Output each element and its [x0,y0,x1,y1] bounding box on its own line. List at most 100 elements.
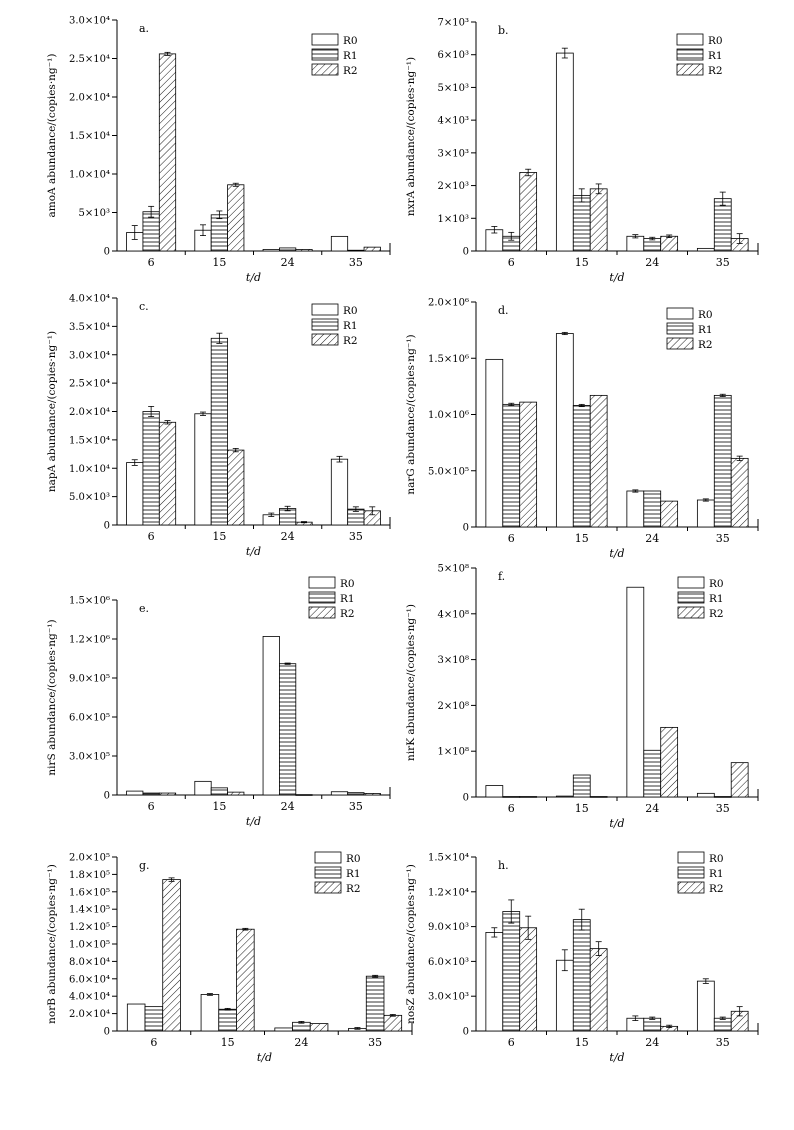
legend-label-r2: R2 [343,335,358,347]
x-tick-label: 15 [221,1036,235,1049]
x-tick-label: 6 [150,1036,157,1049]
y-tick-label: 4.0×10⁴ [69,294,110,305]
bar-r1 [210,214,228,252]
legend-label-r2: R2 [698,339,713,351]
y-tick-label: 3×10³ [438,148,469,159]
y-tick-label: 4×10³ [438,116,469,127]
bar-r2 [730,457,749,528]
legend-swatch-r2 [676,63,704,76]
legend-label-r0: R0 [343,35,358,47]
y-axis-title: narG abundance/(copies·ng⁻¹) [405,334,417,494]
legend-swatch-r2 [308,606,336,619]
bar-r1 [292,1021,311,1032]
x-tick-label: 24 [645,1036,659,1049]
x-axis-title: t/d [246,271,261,284]
legend-label-r0: R0 [709,853,724,865]
legend-label-r0: R0 [340,578,355,590]
y-tick-label: 5×10³ [438,83,469,94]
y-tick-label: 1.2×10⁵ [69,922,110,933]
bar-r0 [485,932,504,1032]
legend-label-r1: R1 [708,50,723,62]
y-axis-title: nirK abundance/(copies·ng⁻¹) [405,604,417,761]
legend-swatch-r2 [677,606,705,619]
bar-r1 [643,1017,662,1032]
y-tick-label: 6.0×10⁴ [69,974,110,985]
legend-label-r2: R2 [340,608,355,620]
x-axis-title: t/d [609,817,624,830]
bar-r0 [696,980,715,1032]
y-tick-label: 0 [463,1027,469,1038]
legend-label-r2: R2 [708,65,723,77]
bar-r2 [589,188,608,252]
bar-r2 [589,948,608,1032]
legend-label-r2: R2 [709,883,724,895]
panel-label: g. [139,859,150,872]
y-tick-label: 2.0×10⁵ [69,853,110,864]
bar-r2 [519,401,538,528]
legend-swatch-r0 [311,33,339,46]
bar-r1 [502,911,521,1032]
bar-r0 [555,52,574,252]
x-tick-label: 35 [349,530,363,543]
legend-swatch-r0 [311,303,339,316]
bar-r1 [572,919,591,1032]
bar-r0 [626,490,645,528]
y-tick-label: 1.2×10⁴ [428,887,469,898]
bar-r0 [262,249,280,252]
x-tick-label: 15 [212,530,226,543]
x-axis-title: t/d [609,271,624,284]
legend-swatch-r0 [677,576,705,589]
x-tick-label: 24 [645,802,659,815]
bar-r2 [660,726,679,798]
legend-swatch-r2 [311,333,339,346]
y-tick-label: 4×10⁸ [438,609,469,620]
bar-r2 [383,1014,403,1032]
x-tick-label: 24 [281,530,295,543]
bar-r2 [519,927,538,1032]
y-tick-label: 1.5×10⁶ [69,596,110,607]
x-tick-label: 15 [212,800,226,813]
y-axis-title: norB abundance/(copies·ng⁻¹) [46,864,58,1024]
y-tick-label: 8.0×10⁴ [69,957,110,968]
x-tick-label: 15 [212,256,226,269]
y-tick-label: 2.5×10⁴ [69,379,110,390]
y-tick-label: 0 [463,523,469,534]
legend-label-r0: R0 [708,35,723,47]
x-axis-title: t/d [246,815,261,828]
bar-r1 [643,238,662,252]
legend-label-r0: R0 [343,305,358,317]
bar-r1 [643,490,662,528]
legend-swatch-r0 [314,851,342,864]
legend-swatch-r1 [677,591,705,604]
bar-r0 [262,636,280,796]
legend-label-r1: R1 [709,868,724,880]
legend-swatch-r2 [311,63,339,76]
legend-swatch-r2 [677,881,705,894]
y-axis-title: napA abundance/(copies·ng⁻¹) [46,331,58,492]
y-tick-label: 0 [104,1027,110,1038]
bar-r0 [626,235,645,252]
bar-r1 [713,1017,732,1032]
y-tick-label: 3.0×10⁴ [69,350,110,361]
legend-swatch-r1 [308,591,336,604]
y-tick-label: 1.5×10⁴ [428,853,469,864]
bar-r0 [696,247,715,252]
x-tick-label: 24 [294,1036,308,1049]
bar-r0 [126,1003,146,1032]
legend-swatch-r1 [677,866,705,879]
bar-r2 [295,249,313,252]
y-tick-label: 4.0×10⁴ [69,992,110,1003]
bar-r1 [142,792,160,796]
y-tick-label: 0 [104,791,110,802]
x-tick-label: 24 [645,256,659,269]
x-axis-title: t/d [257,1051,272,1064]
bar-r2 [363,246,381,252]
bar-r1 [279,663,297,796]
bar-r1 [365,975,385,1032]
bar-r1 [142,211,160,252]
x-axis-title: t/d [609,547,624,560]
x-axis-title: t/d [609,1051,624,1064]
bar-r1 [218,1008,237,1032]
bar-r2 [309,1023,329,1032]
